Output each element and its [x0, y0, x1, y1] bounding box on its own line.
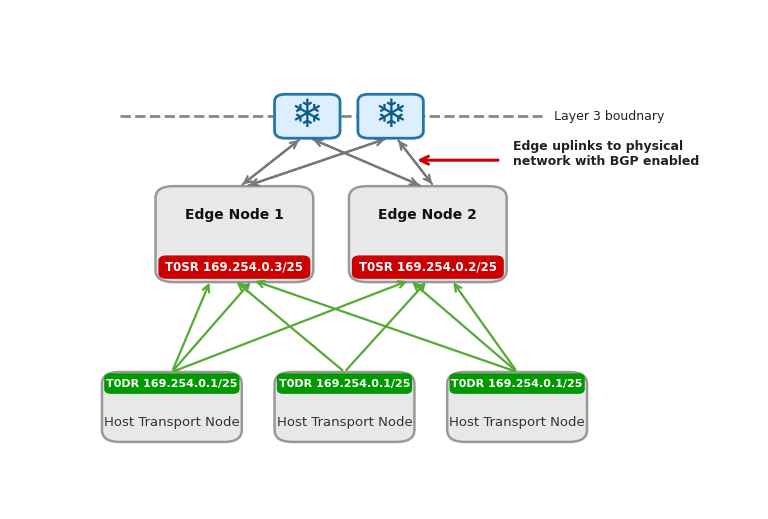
- Text: Layer 3 boudnary: Layer 3 boudnary: [554, 110, 664, 122]
- FancyBboxPatch shape: [275, 372, 415, 442]
- Text: ❄: ❄: [291, 97, 323, 135]
- Text: T0SR 169.254.0.3/25: T0SR 169.254.0.3/25: [165, 261, 303, 274]
- Text: T0DR 169.254.0.1/25: T0DR 169.254.0.1/25: [452, 378, 583, 389]
- FancyBboxPatch shape: [159, 256, 310, 278]
- Text: T0SR 169.254.0.2/25: T0SR 169.254.0.2/25: [359, 261, 497, 274]
- FancyBboxPatch shape: [450, 374, 584, 393]
- Text: ❄: ❄: [374, 97, 407, 135]
- Text: T0DR 169.254.0.1/25: T0DR 169.254.0.1/25: [279, 378, 410, 389]
- FancyBboxPatch shape: [277, 374, 412, 393]
- FancyBboxPatch shape: [349, 186, 507, 282]
- FancyBboxPatch shape: [447, 372, 587, 442]
- Text: Host Transport Node: Host Transport Node: [276, 416, 412, 429]
- Text: Host Transport Node: Host Transport Node: [104, 416, 240, 429]
- FancyBboxPatch shape: [275, 94, 340, 138]
- FancyBboxPatch shape: [105, 374, 239, 393]
- Text: Host Transport Node: Host Transport Node: [449, 416, 585, 429]
- Text: Edge uplinks to physical
network with BGP enabled: Edge uplinks to physical network with BG…: [513, 140, 699, 168]
- FancyBboxPatch shape: [102, 372, 242, 442]
- FancyBboxPatch shape: [358, 94, 423, 138]
- FancyBboxPatch shape: [353, 256, 503, 278]
- FancyBboxPatch shape: [155, 186, 313, 282]
- Text: T0DR 169.254.0.1/25: T0DR 169.254.0.1/25: [106, 378, 237, 389]
- Text: Edge Node 2: Edge Node 2: [379, 208, 477, 222]
- Text: Edge Node 1: Edge Node 1: [185, 208, 284, 222]
